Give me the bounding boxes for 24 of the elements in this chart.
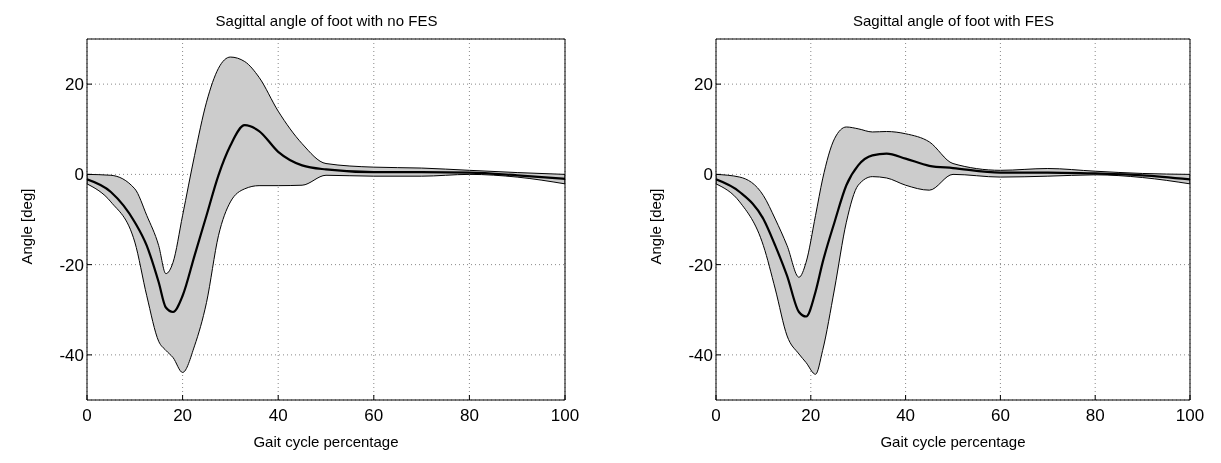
x-axis-title: Gait cycle percentage [253,433,399,450]
x-tick-label: 80 [459,406,479,426]
y-tick-label: -40 [688,345,713,365]
y-tick-label: 0 [703,165,713,185]
y-tick-label: -20 [59,255,84,275]
y-tick-label: 0 [74,165,84,185]
x-tick-label: 100 [1175,406,1205,426]
y-axis-title: Angle [deg] [18,188,36,265]
x-tick-label: 20 [173,406,193,426]
y-tick-label: 20 [65,75,84,95]
chart-title: Sagittal angle of foot with FES [852,12,1055,29]
y-tick-label: 20 [694,75,713,95]
y-tick-label: -40 [59,345,84,365]
x-tick-label: 40 [268,406,288,426]
x-tick-label: 60 [364,406,384,426]
chart-title: Sagittal angle of foot with no FES [214,12,439,29]
x-tick-label: 60 [990,406,1010,426]
y-tick-label: -20 [688,255,713,275]
x-tick-label: 20 [801,406,821,426]
y-axis-title: Angle [deg] [647,188,665,265]
x-tick-label: 100 [550,406,580,426]
x-axis-title: Gait cycle percentage [880,433,1026,450]
x-tick-label: 80 [1085,406,1105,426]
x-tick-label: 40 [896,406,916,426]
